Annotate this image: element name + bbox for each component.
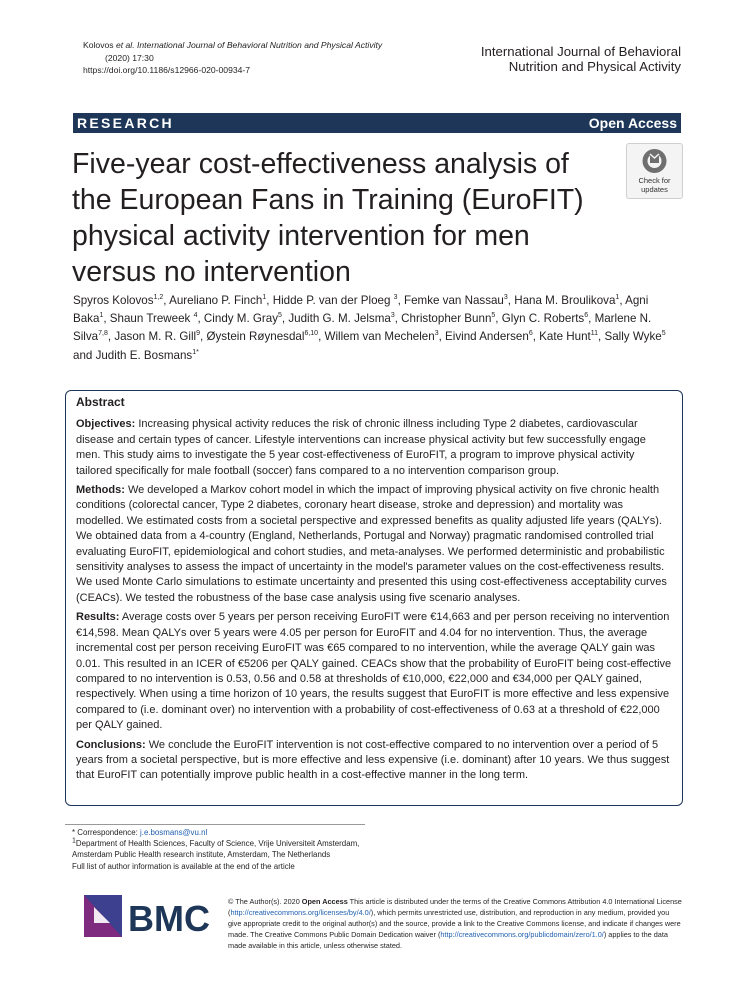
author-name: , Christopher Bunn <box>394 312 492 326</box>
correspondence: * Correspondence: j.e.bosmans@vu.nl <box>72 827 362 838</box>
author-name: Spyros Kolovos <box>73 294 154 307</box>
abstract-section: Methods: We developed a Markov cohort mo… <box>76 483 672 606</box>
author-name: , Øystein Røynesdal <box>200 330 305 344</box>
section-label: Conclusions: <box>76 738 146 751</box>
author-affiliation: 6 <box>584 312 589 320</box>
license-text: ) applies to the data made available in … <box>228 930 668 951</box>
author-affiliation: 1 <box>615 294 620 302</box>
author-affiliation: 1,2 <box>153 294 164 302</box>
affiliation-text: Department of Health Sciences, Faculty o… <box>72 839 360 860</box>
abstract-heading: Abstract <box>76 395 125 409</box>
section-text: Increasing physical activity reduces the… <box>76 418 646 477</box>
license-text: This article is distributed under the te… <box>228 897 682 918</box>
author-affiliation: 4 <box>193 312 198 320</box>
article-title: Five-year cost-effectiveness analysis of… <box>72 148 584 288</box>
author-affiliation: 1* <box>192 348 199 356</box>
affiliation-number: 1 <box>72 837 76 845</box>
correspondence-label: * Correspondence: <box>72 828 138 837</box>
author-affiliation: 3 <box>393 294 398 302</box>
author-affiliation: 9 <box>196 330 201 338</box>
author-name: and Judith E. Bosmans <box>73 348 193 362</box>
citation-etal: et al. <box>115 40 135 50</box>
author-name: , Eivind Andersen <box>438 330 529 344</box>
check-updates-badge[interactable]: Check for updates <box>626 143 683 199</box>
author-name: , Kate Hunt <box>532 330 591 344</box>
author-name: , Hana M. Broulikova <box>507 294 616 307</box>
author-affiliation: 6,10 <box>304 330 319 338</box>
author-name: , Marlene N. Silva <box>73 312 652 344</box>
author-name: , Aureliano P. Finch <box>163 294 263 307</box>
section-label: Results: <box>76 611 120 624</box>
badge-icon <box>642 149 667 173</box>
journal-line: International Journal of Behavioral <box>480 44 681 59</box>
citation: Kolovos et al. International Journal of … <box>83 39 382 77</box>
section-label: Objectives: <box>76 418 136 431</box>
author-name: , Judith G. M. Jelsma <box>281 312 391 326</box>
author-name: , Agni Baka <box>73 294 649 326</box>
author-affiliation: 1 <box>99 312 104 320</box>
license-link[interactable]: http://creativecommons.org/licenses/by/4… <box>230 908 371 918</box>
badge-label: Check for updates <box>638 176 671 194</box>
footnotes: * Correspondence: j.e.bosmans@vu.nl 1Dep… <box>72 827 362 872</box>
author-name: , Glyn C. Roberts <box>495 312 585 326</box>
journal-line: Nutrition and Physical Activity <box>508 59 681 74</box>
article-type: RESEARCH <box>77 115 174 131</box>
author-name: , Sally Wyke <box>598 330 662 344</box>
author-affiliation: 7,8 <box>98 330 108 338</box>
license-link[interactable]: http://creativecommons.org/publicdomain/… <box>440 930 604 940</box>
author-affiliation: 11 <box>590 330 599 338</box>
author-list: Spyros Kolovos1,2, Aureliano P. Finch1, … <box>73 292 683 365</box>
author-affiliation: 3 <box>503 294 508 302</box>
abstract-section: Results: Average costs over 5 years per … <box>76 610 672 733</box>
publisher-logo: BMC <box>84 895 210 939</box>
section-text: Average costs over 5 years per person re… <box>76 611 672 732</box>
author-name: , Cindy M. Gray <box>197 312 279 326</box>
journal-name: International Journal of Behavioral Nutr… <box>481 44 681 74</box>
author-affiliation: 1 <box>262 294 267 302</box>
author-affiliation: 6 <box>528 330 533 338</box>
open-access: Open Access <box>588 115 677 131</box>
citation-doi: https://doi.org/10.1186/s12966-020-00934… <box>83 65 251 75</box>
abstract-box: Abstract Objectives: Increasing physical… <box>65 390 683 806</box>
email-link[interactable]: j.e.bosmans@vu.nl <box>140 828 208 837</box>
more-info: Full list of author information is avail… <box>72 861 295 871</box>
author-affiliation: 5 <box>278 312 282 320</box>
citation-journal: International Journal of Behavioral Nutr… <box>137 40 383 50</box>
license-text: © The Author(s). 2020 <box>228 897 302 906</box>
citation-line: Kolovos et al. International Journal of … <box>83 39 382 52</box>
author-name: , Shaun Treweek <box>103 312 194 326</box>
section-label: Methods: <box>76 484 125 497</box>
citation-author: Kolovos <box>83 40 114 50</box>
license: © The Author(s). 2020 Open Access This a… <box>228 896 683 951</box>
footnote-rule <box>65 824 365 825</box>
section-text: We conclude the EuroFIT intervention is … <box>76 738 670 782</box>
author-affiliation: 3 <box>434 330 439 338</box>
abstract-sections: Objectives: Increasing physical activity… <box>76 417 672 783</box>
author-name: , Hidde P. van der Ploeg <box>266 294 394 307</box>
license-text: ), which permits unrestricted use, distr… <box>228 908 681 940</box>
banner: RESEARCH Open Access <box>73 113 681 133</box>
author-name: , Willem van Mechelen <box>318 330 435 344</box>
author-affiliation: 3 <box>390 312 395 320</box>
author-name: , Jason M. R. Gill <box>107 330 197 344</box>
abstract-section: Objectives: Increasing physical activity… <box>76 417 672 479</box>
license-open-access: Open Access <box>301 897 348 906</box>
section-text: We developed a Markov cohort model in wh… <box>76 484 667 604</box>
author-affiliation: 5 <box>491 312 496 320</box>
abstract-section: Conclusions: We conclude the EuroFIT int… <box>76 738 672 784</box>
author-affiliation: 5 <box>661 330 666 338</box>
citation-volume: (2020) 17:30 <box>105 52 154 63</box>
author-name: , Femke van Nassau <box>397 294 504 307</box>
logo-text: BMC <box>128 898 210 939</box>
affiliation: 1Department of Health Sciences, Faculty … <box>72 838 362 860</box>
